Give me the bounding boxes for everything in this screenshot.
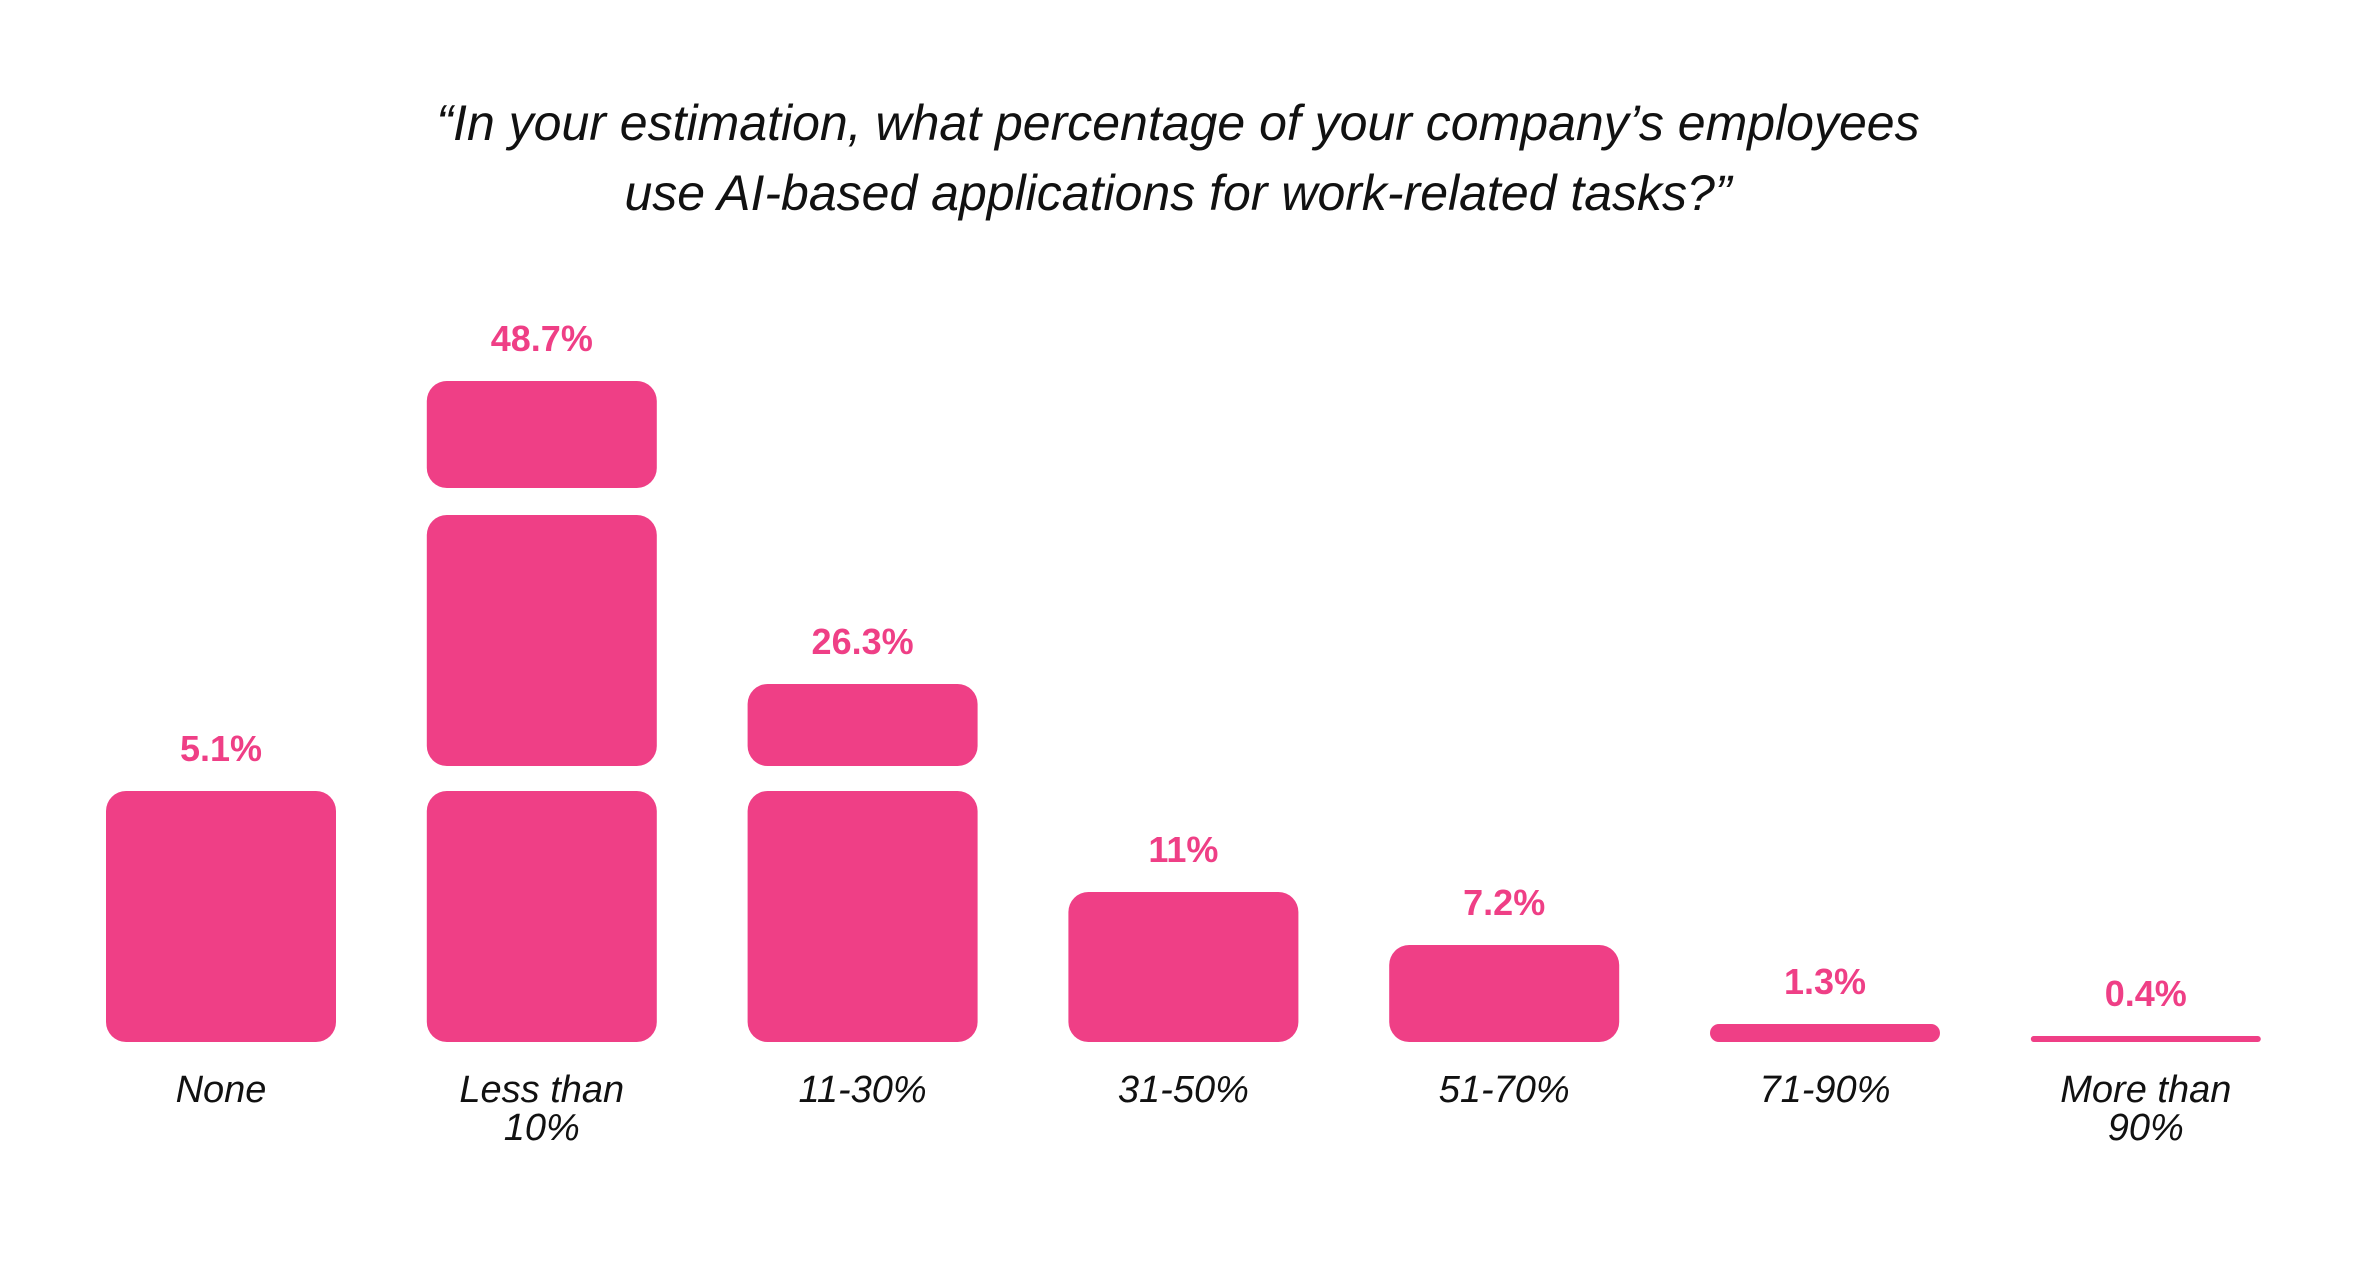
- bar-2-segment-2: [426, 515, 657, 766]
- bar-1-segment-1: [106, 791, 336, 1042]
- chart-title-line-1: “In your estimation, what percentage of …: [436, 95, 1920, 151]
- bar-3-segment-1: [747, 791, 978, 1042]
- value-label: 48.7%: [491, 318, 593, 359]
- value-label: 7.2%: [1463, 882, 1545, 923]
- category-label: Less than: [459, 1069, 624, 1111]
- bar-2-segment-1: [426, 791, 657, 1042]
- category-label: 11-30%: [799, 1069, 927, 1111]
- category-label: 51-70%: [1439, 1069, 1570, 1111]
- value-label: 26.3%: [812, 621, 914, 662]
- bar-4-segment-1: [1068, 892, 1299, 1042]
- chart-title: “In your estimation, what percentage of …: [0, 88, 2356, 228]
- bar-6-segment-1: [1710, 1024, 1940, 1042]
- value-label: 0.4%: [2105, 973, 2187, 1014]
- category-label: More than: [2060, 1069, 2231, 1111]
- bar-3-segment-2: [747, 684, 978, 766]
- bar-2-segment-3: [426, 381, 657, 488]
- value-label: 1.3%: [1784, 961, 1866, 1002]
- chart-title-line-2: use AI-based applications for work-relat…: [624, 165, 1732, 221]
- category-label: 31-50%: [1118, 1069, 1249, 1111]
- category-label: 10%: [504, 1107, 580, 1149]
- category-label: 90%: [2108, 1107, 2184, 1149]
- category-label: 71-90%: [1760, 1069, 1891, 1111]
- category-label: None: [176, 1069, 267, 1111]
- value-label: 5.1%: [180, 728, 262, 769]
- value-label: 11%: [1148, 829, 1218, 870]
- bar-5-segment-1: [1389, 945, 1620, 1042]
- bar-7-segment-1: [2030, 1036, 2261, 1042]
